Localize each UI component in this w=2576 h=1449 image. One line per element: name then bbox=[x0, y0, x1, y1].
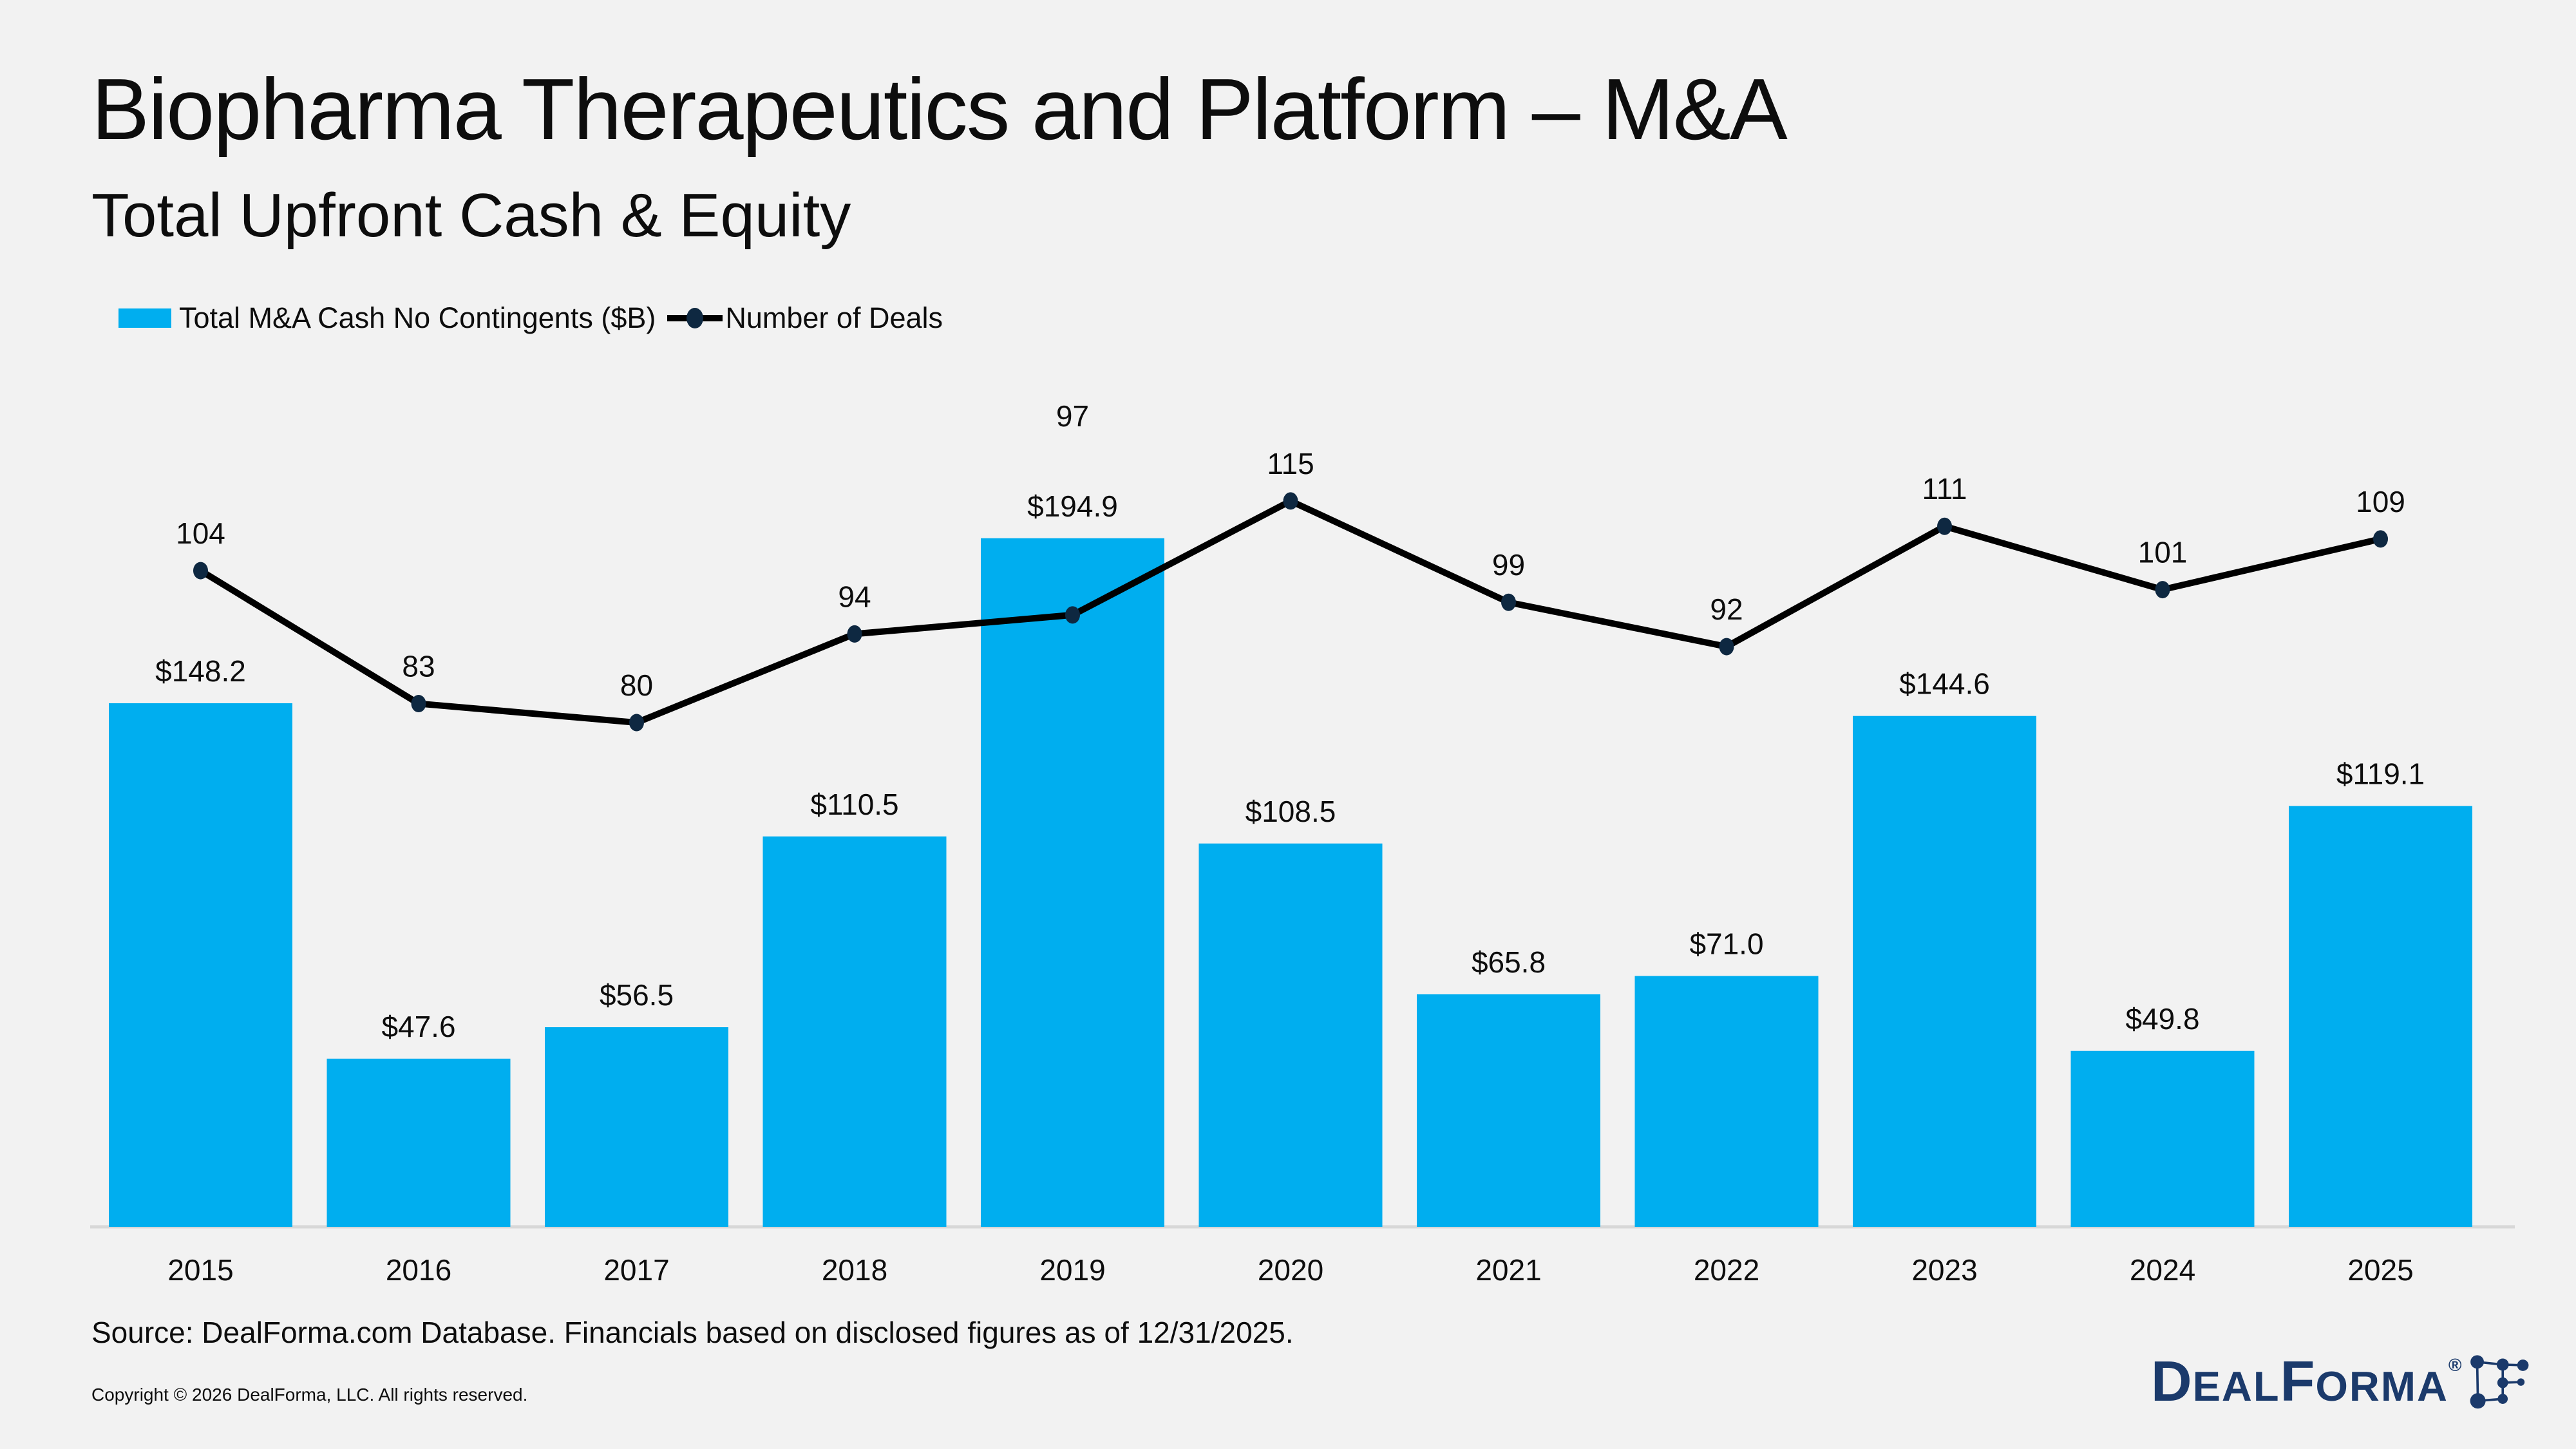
deals-point-2019 bbox=[1065, 606, 1080, 624]
bar-value-label-2016: $47.6 bbox=[381, 1010, 455, 1043]
deals-line bbox=[197, 497, 2384, 726]
deals-point-2020 bbox=[1283, 492, 1298, 510]
year-label-2025: 2025 bbox=[2347, 1253, 2413, 1287]
deals-label-2022: 92 bbox=[1710, 592, 1743, 626]
deals-point-2021 bbox=[1501, 593, 1516, 611]
year-label-2018: 2018 bbox=[822, 1253, 887, 1287]
deals-point-2016 bbox=[411, 695, 426, 713]
bar-value-label-2023: $144.6 bbox=[1899, 667, 1990, 701]
deals-label-2025: 109 bbox=[2356, 485, 2405, 518]
year-label-2020: 2020 bbox=[1258, 1253, 1323, 1287]
year-label-2016: 2016 bbox=[386, 1253, 451, 1287]
bar-2019 bbox=[981, 538, 1164, 1227]
copyright-note: Copyright © 2026 DealForma, LLC. All rig… bbox=[91, 1385, 528, 1405]
bar-2016 bbox=[327, 1058, 511, 1227]
year-label-2017: 2017 bbox=[603, 1253, 669, 1287]
year-label-2021: 2021 bbox=[1475, 1253, 1541, 1287]
deals-point-2022 bbox=[1719, 638, 1734, 656]
year-label-2015: 2015 bbox=[167, 1253, 233, 1287]
dealforma-wordmark: DEALFORMA® bbox=[2151, 1349, 2462, 1413]
deals-label-2024: 101 bbox=[2138, 536, 2188, 569]
bar-2024 bbox=[2070, 1050, 2255, 1227]
bar-value-label-2018: $110.5 bbox=[810, 788, 898, 821]
bar-value-label-2024: $49.8 bbox=[2125, 1002, 2199, 1036]
bar-value-label-2015: $148.2 bbox=[155, 654, 246, 688]
legend: Total M&A Cash No Contingents ($B) Numbe… bbox=[118, 301, 943, 335]
bar-2018 bbox=[762, 836, 947, 1227]
legend-label-cash: Total M&A Cash No Contingents ($B) bbox=[179, 301, 656, 334]
bar-value-label-2019: $194.9 bbox=[1027, 489, 1118, 523]
deals-label-2018: 94 bbox=[838, 580, 871, 613]
registered-trademark-icon: ® bbox=[2448, 1355, 2462, 1375]
bar-value-label-2020: $108.5 bbox=[1245, 795, 1336, 828]
legend-line-marker bbox=[667, 308, 723, 328]
legend-bar-swatch bbox=[118, 308, 171, 328]
deals-label-2023: 111 bbox=[1922, 472, 1967, 506]
deals-label-2015: 104 bbox=[176, 516, 225, 550]
legend-item-deals: Number of Deals bbox=[667, 301, 943, 335]
chart-subtitle: Total Upfront Cash & Equity bbox=[91, 181, 851, 250]
bar-2023 bbox=[1853, 715, 2036, 1227]
bar-value-label-2021: $65.8 bbox=[1472, 945, 1546, 979]
bar-2022 bbox=[1634, 976, 1819, 1227]
bar-2020 bbox=[1198, 843, 1383, 1227]
deals-point-2018 bbox=[847, 625, 862, 643]
deals-label-2017: 80 bbox=[620, 668, 653, 702]
bar-2025 bbox=[2289, 806, 2472, 1227]
year-label-2019: 2019 bbox=[1039, 1253, 1105, 1287]
dealforma-network-icon bbox=[2470, 1355, 2528, 1409]
bar-value-label-2022: $71.0 bbox=[1689, 927, 1763, 960]
bar-2015 bbox=[109, 703, 292, 1227]
deals-point-2015 bbox=[193, 562, 208, 580]
bar-value-label-2017: $56.5 bbox=[600, 978, 674, 1012]
deals-label-2020: 115 bbox=[1267, 447, 1314, 480]
deals-label-2019: 97 bbox=[1056, 399, 1089, 433]
chart-title: Biopharma Therapeutics and Platform – M&… bbox=[91, 61, 1788, 158]
bar-value-label-2025: $119.1 bbox=[2336, 757, 2425, 791]
deals-point-2023 bbox=[1937, 517, 1952, 535]
deals-label-2021: 99 bbox=[1492, 548, 1525, 582]
legend-label-deals: Number of Deals bbox=[725, 301, 943, 334]
deals-point-2025 bbox=[2373, 530, 2388, 548]
bar-2021 bbox=[1417, 994, 1600, 1227]
deals-label-2016: 83 bbox=[402, 650, 435, 683]
bar-2017 bbox=[545, 1027, 728, 1227]
deals-point-2024 bbox=[2155, 581, 2170, 599]
dealforma-logo: DEALFORMA® bbox=[2151, 1352, 2530, 1410]
deals-point-2017 bbox=[629, 714, 644, 732]
year-label-2024: 2024 bbox=[2130, 1253, 2195, 1287]
source-note: Source: DealForma.com Database. Financia… bbox=[91, 1316, 1294, 1349]
legend-item-cash: Total M&A Cash No Contingents ($B) bbox=[118, 301, 656, 335]
year-label-2023: 2023 bbox=[1911, 1253, 1977, 1287]
year-label-2022: 2022 bbox=[1694, 1253, 1759, 1287]
